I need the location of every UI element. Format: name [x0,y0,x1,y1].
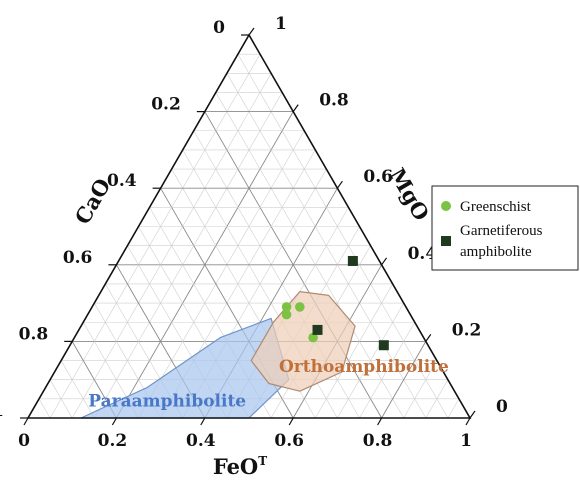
minor-grid-line [138,130,305,419]
tick-label-bottom: 0.4 [186,431,216,451]
region-label-orthoamphibolite: Orthoamphibolite [279,357,449,377]
minor-grid-line [38,398,51,419]
legend-marker-garnetiferous [441,236,451,246]
minor-grid-line [237,54,449,419]
minor-grid-line [337,302,404,419]
garnetiferous-amphibolite-point [347,255,358,266]
tick-label-bottom: 0.2 [98,431,128,451]
data-points [281,255,389,351]
legend-label-garnetiferous-line2: amphibolite [460,244,532,260]
legend-label-greenschist: Greenschist [460,199,532,215]
tick-mark-bottom [288,417,294,426]
tick-label-left: 0.4 [107,171,137,191]
garnetiferous-amphibolite-point [378,340,389,351]
axis-title-bottom-superscript: T [258,454,267,468]
tick-label-left: 1 [0,401,4,421]
minor-grid-line [60,360,95,419]
tick-label-right: 0 [496,397,508,417]
tick-label-left: 0.8 [19,324,49,344]
greenschist-point [295,302,305,312]
tick-label-right: 0.4 [408,244,438,264]
greenschist-point [281,302,292,312]
tick-mark-bottom [465,417,471,426]
tick-mark-bottom [23,417,29,426]
minor-grid-line [403,360,438,419]
tick-label-bottom: 0.8 [363,431,393,451]
region-label-paraamphibolite: Paraamphibolite [88,392,246,412]
minor-grid-line [315,283,393,419]
axis-title-bottom: FeOT [213,454,267,479]
tick-mark-bottom [200,417,206,426]
tick-label-right: 0.6 [363,167,393,187]
minor-grid-line [447,398,460,419]
tick-mark-right [292,104,299,112]
region-orthoamphibolite [250,291,356,392]
legend-box [431,185,579,271]
tick-label-right: 1 [275,14,287,34]
minor-grid-line [94,92,283,419]
tick-label-right: 0.2 [452,320,482,340]
tick-label-bottom: 1 [460,431,472,451]
tick-mark-right [425,334,432,342]
triangle-frame [20,27,476,426]
minor-grid-line [359,322,416,419]
legend: Greenschist Garnetiferous amphibolite [431,185,579,271]
tick-label-left: 0.2 [151,95,181,115]
tick-label-left: 0.6 [63,248,93,268]
tick-label-bottom: 0.6 [274,431,304,451]
legend-marker-greenschist [441,201,451,211]
minor-grid-line [425,379,449,419]
major-grid-line [381,341,427,419]
tick-mark-right [381,257,388,266]
minor-grid-line [215,92,404,419]
greenschist-point [308,332,318,343]
minor-grid-line [49,54,261,419]
tick-label-left: 0 [213,18,225,38]
tick-mark-right [336,180,343,189]
tick-mark-right [248,27,255,36]
tick-mark-bottom [377,417,383,426]
tick-mark-right [469,410,476,419]
garnetiferous-amphibolite-point [312,324,323,335]
tick-labels: 0100.20.80.20.40.60.40.60.40.60.80.20.81… [0,14,508,451]
greenschist-point [281,309,292,320]
axis-title-right: MgO [385,164,435,225]
regions [80,291,356,419]
tick-label-bottom: 0 [18,431,30,451]
minor-grid-line [49,379,73,419]
tick-label-right: 0.8 [319,91,349,111]
tick-mark-bottom [111,417,117,426]
legend-label-garnetiferous-line1: Garnetiferous [460,223,543,239]
triangle-outline [26,33,472,419]
